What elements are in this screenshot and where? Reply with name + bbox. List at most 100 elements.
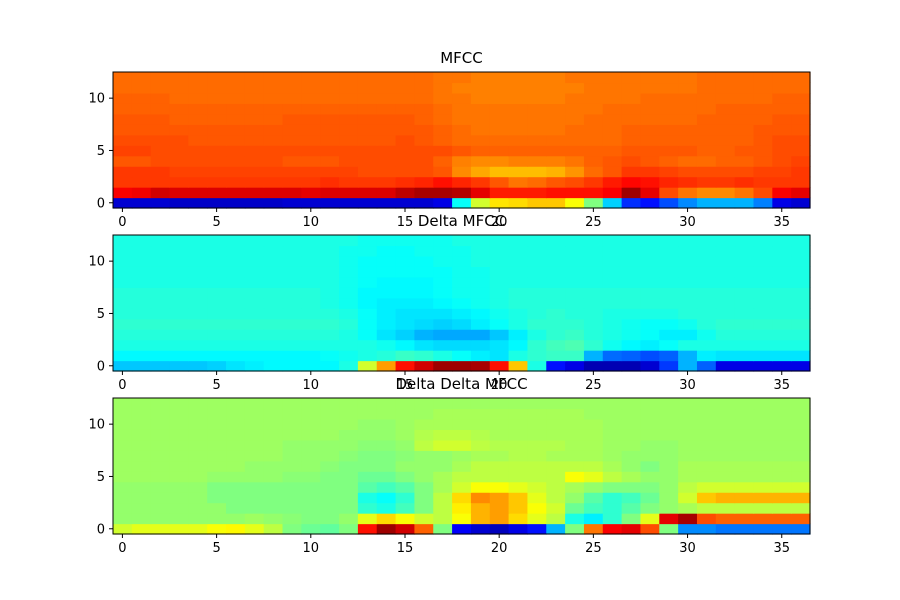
heatmap-cell (753, 297, 773, 309)
y-tick-label: 0 (97, 196, 105, 211)
heatmap-cell (339, 187, 359, 199)
heatmap-cell (772, 82, 792, 94)
heatmap-cell (734, 255, 755, 267)
heatmap-cell (263, 492, 284, 504)
heatmap-cell (527, 145, 547, 157)
heatmap-cell (508, 513, 529, 525)
heatmap-cell (263, 460, 284, 472)
heatmap-cell (376, 513, 397, 525)
heatmap-cell (489, 502, 510, 514)
heatmap-cell (357, 276, 378, 288)
heatmap-cell (357, 124, 378, 136)
heatmap-cell (395, 235, 416, 247)
heatmap-cell (226, 439, 246, 451)
heatmap-cell (226, 513, 246, 525)
heatmap-cell (470, 245, 491, 257)
heatmap-cell (113, 235, 133, 247)
heatmap-cell (113, 418, 133, 430)
heatmap-cell (565, 92, 585, 104)
heatmap-cell (263, 187, 284, 199)
heatmap-cell (244, 166, 265, 178)
heatmap-cell (188, 82, 208, 94)
heatmap-cell (565, 197, 585, 209)
heatmap-cell (357, 176, 378, 188)
heatmap-cell (546, 460, 566, 472)
heatmap-cell (621, 255, 642, 267)
heatmap-cell (395, 481, 416, 493)
heatmap-cell (150, 276, 171, 288)
heatmap-cell (546, 360, 566, 372)
heatmap-cell (320, 92, 340, 104)
heatmap-cell (565, 124, 585, 136)
heatmap-cell (414, 329, 434, 341)
heatmap-cell (226, 197, 246, 209)
heatmap-cell (188, 339, 208, 351)
y-tick-label: 10 (88, 92, 105, 107)
heatmap-cell (414, 513, 434, 525)
heatmap-cell (226, 166, 246, 178)
heatmap-cell (621, 155, 642, 167)
heatmap-cell (357, 297, 378, 309)
heatmap-cell (113, 471, 133, 483)
heatmap-cell (565, 481, 585, 493)
x-tick-label: 20 (491, 541, 508, 556)
heatmap-cell (452, 255, 472, 267)
x-tick-label: 35 (773, 215, 790, 230)
heatmap-cell (508, 429, 529, 441)
heatmap-cell (470, 134, 491, 146)
heatmap-cell (433, 408, 453, 420)
heatmap-cell (508, 276, 529, 288)
heatmap-cell (226, 502, 246, 514)
heatmap-cell (791, 450, 811, 462)
heatmap-cell (546, 308, 566, 320)
heatmap-cell (301, 245, 321, 257)
heatmap-cell (395, 398, 416, 410)
heatmap-cell (376, 439, 397, 451)
heatmap-cell (527, 82, 547, 94)
heatmap-cell (734, 124, 755, 136)
heatmap-cell (244, 245, 265, 257)
heatmap-cell (621, 408, 642, 420)
heatmap-cell (791, 266, 811, 278)
heatmap-cell (715, 266, 736, 278)
heatmap-cell (546, 350, 566, 362)
heatmap-cell (753, 350, 773, 362)
heatmap-cell (244, 523, 265, 535)
heatmap-cell (678, 92, 698, 104)
heatmap-cell (226, 145, 246, 157)
heatmap-cell (659, 235, 679, 247)
heatmap-cell (715, 176, 736, 188)
heatmap-cell (791, 329, 811, 341)
heatmap-cell (131, 113, 152, 125)
heatmap-cell (489, 492, 510, 504)
heatmap-cell (263, 134, 284, 146)
heatmap-cell (565, 460, 585, 472)
heatmap-cell (659, 92, 679, 104)
heatmap-cell (263, 329, 284, 341)
heatmap-cell (489, 318, 510, 330)
heatmap-cell (376, 145, 397, 157)
heatmap-cell (696, 450, 717, 462)
heatmap-cell (772, 197, 792, 209)
heatmap-cell (696, 418, 717, 430)
heatmap-cell (414, 145, 434, 157)
heatmap-cell (357, 418, 378, 430)
heatmap-cell (226, 235, 246, 247)
heatmap-cell (452, 429, 472, 441)
heatmap-cell (583, 145, 604, 157)
heatmap-cell (131, 481, 152, 493)
heatmap-cell (565, 297, 585, 309)
heatmap-cell (772, 502, 792, 514)
heatmap-cell (376, 481, 397, 493)
heatmap-cell (282, 113, 302, 125)
heatmap-cell (621, 297, 642, 309)
heatmap-cell (207, 155, 227, 167)
heatmap-cell (207, 502, 227, 514)
heatmap-cell (395, 166, 416, 178)
heatmap-cell (150, 197, 171, 209)
heatmap-cell (659, 176, 679, 188)
heatmap-cell (282, 471, 302, 483)
heatmap-cell (696, 187, 717, 199)
heatmap-cell (546, 103, 566, 115)
